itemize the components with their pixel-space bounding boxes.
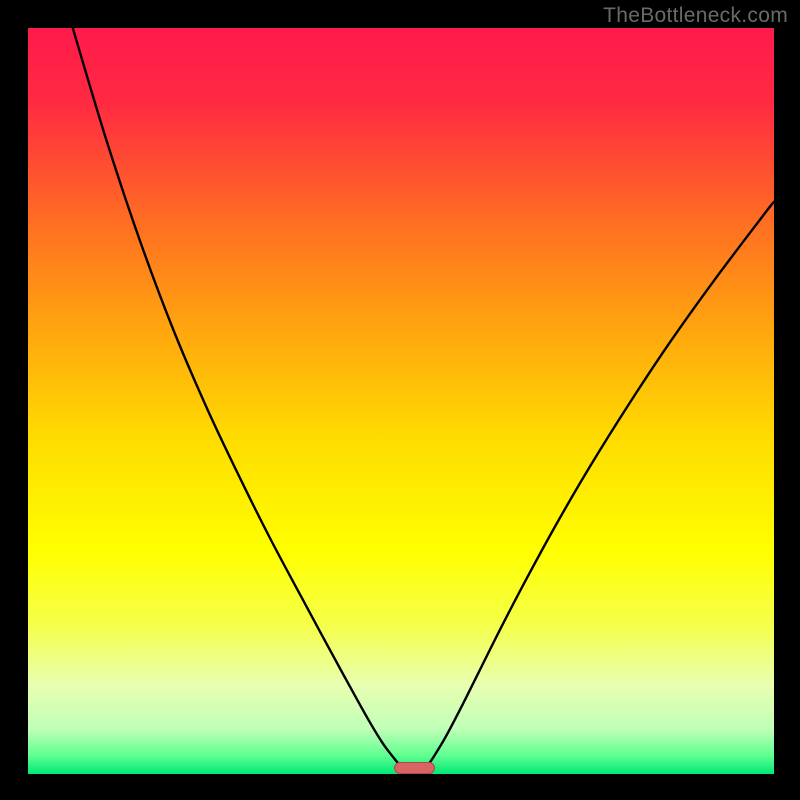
chart-curves-svg: [28, 28, 774, 774]
watermark-text: TheBottleneck.com: [603, 4, 788, 28]
optimal-marker: [394, 762, 435, 774]
bottleneck-chart: [28, 28, 774, 774]
right-curve: [427, 202, 774, 767]
left-curve: [73, 28, 401, 767]
